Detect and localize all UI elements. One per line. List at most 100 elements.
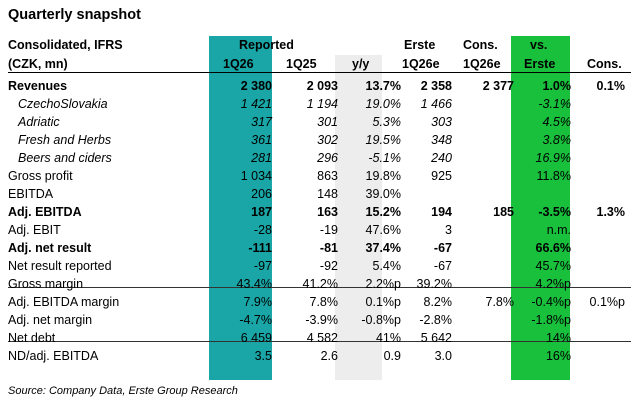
cell-vs-erste: 66.6% bbox=[535, 241, 571, 255]
cell-q125: 2.6 bbox=[320, 349, 338, 363]
cell-vs-erste: 16% bbox=[545, 349, 571, 363]
cell-q125: -3.9% bbox=[305, 313, 338, 327]
header-cons-1q26e: 1Q26e bbox=[463, 57, 501, 71]
cell-yy: 47.6% bbox=[365, 223, 401, 237]
cell-yy: 13.7% bbox=[365, 79, 401, 93]
row-label: Gross margin bbox=[8, 277, 84, 291]
cell-erste: 240 bbox=[431, 151, 452, 165]
cell-yy: 0.9 bbox=[383, 349, 401, 363]
cell-yy: 19.0% bbox=[365, 97, 401, 111]
cell-q126: -111 bbox=[248, 241, 272, 255]
cell-q125: 302 bbox=[317, 133, 338, 147]
header-reported: Reported bbox=[239, 38, 294, 52]
row-label: Net result reported bbox=[8, 259, 112, 273]
cell-yy: 15.2% bbox=[365, 205, 401, 219]
cell-cons bbox=[452, 257, 514, 275]
cell-yy: 41% bbox=[375, 331, 401, 345]
row-label: Adj. EBITDA margin bbox=[8, 295, 120, 309]
cell-q125: -81 bbox=[319, 241, 338, 255]
cell-erste: -67 bbox=[433, 241, 452, 255]
cell-erste: 8.2% bbox=[423, 295, 453, 309]
header-label-consolidated: Consolidated, IFRS bbox=[8, 38, 123, 52]
header-1q25: 1Q25 bbox=[286, 57, 317, 71]
row-label: Gross profit bbox=[8, 169, 73, 183]
cell-erste: -2.8% bbox=[419, 313, 452, 327]
cell-vs-cons bbox=[571, 329, 625, 347]
cell-vs-cons bbox=[571, 239, 625, 257]
table-row: Fresh and Herbs 361 302 19.5% 348 3.8% bbox=[8, 131, 625, 149]
section-divider-margins bbox=[8, 287, 631, 288]
cell-vs-cons bbox=[571, 113, 625, 131]
cell-yy: 19.5% bbox=[365, 133, 401, 147]
cell-q126: 187 bbox=[251, 205, 272, 219]
cell-cons bbox=[452, 221, 514, 239]
header-vs-cons: Cons. bbox=[587, 57, 622, 71]
cell-erste: 194 bbox=[431, 205, 452, 219]
cell-cons: 2 377 bbox=[482, 79, 514, 93]
cell-cons bbox=[452, 149, 514, 167]
cell-cons bbox=[452, 239, 514, 257]
cell-yy: 19.8% bbox=[365, 169, 401, 183]
section-divider-debt bbox=[8, 341, 631, 342]
header-vs-erste: Erste bbox=[524, 57, 556, 71]
table-row: Beers and ciders 281 296 -5.1% 240 16.9% bbox=[8, 149, 625, 167]
cell-cons bbox=[452, 275, 514, 293]
cell-q125: -92 bbox=[319, 259, 338, 273]
cell-erste bbox=[401, 185, 452, 203]
cell-cons bbox=[452, 167, 514, 185]
table-row: Gross margin 43.4% 41.2% 2.2%p 39.2% 4.2%p bbox=[8, 275, 625, 293]
row-label: Adj. EBITDA bbox=[8, 205, 82, 219]
cell-erste: 925 bbox=[431, 169, 452, 183]
cell-vs-cons bbox=[571, 221, 625, 239]
cell-q126: -4.7% bbox=[239, 313, 272, 327]
cell-q126: 206 bbox=[251, 187, 272, 201]
cell-erste: 5 642 bbox=[420, 331, 452, 345]
cell-yy: -0.8%p bbox=[361, 313, 401, 327]
cell-vs-cons: 0.1% bbox=[596, 79, 626, 93]
row-label: Revenues bbox=[8, 79, 68, 93]
cell-erste: 348 bbox=[431, 133, 452, 147]
cell-cons bbox=[452, 329, 514, 347]
row-label: Beers and ciders bbox=[18, 151, 112, 165]
table-row: Net result reported -97 -92 5.4% -67 45.7% bbox=[8, 257, 625, 275]
cell-q126: 7.9% bbox=[243, 295, 273, 309]
cell-vs-cons bbox=[571, 347, 625, 365]
cell-vs-erste: 1.0% bbox=[542, 79, 572, 93]
table-row: Net debt 6 459 4 582 41% 5 642 14% bbox=[8, 329, 625, 347]
table-row: Revenues 2 380 2 093 13.7% 2 358 2 377 1.0% 0.1… bbox=[8, 77, 625, 95]
row-label: Fresh and Herbs bbox=[18, 133, 112, 147]
cell-yy: 0.1%p bbox=[365, 295, 401, 309]
cell-q126: 317 bbox=[251, 115, 272, 129]
row-label: CzechoSlovakia bbox=[18, 97, 108, 111]
cell-vs-erste: 45.7% bbox=[535, 259, 571, 273]
table-row: Adj. EBITDA margin 7.9% 7.8% 0.1%p 8.2% 7.8% -… bbox=[8, 293, 625, 311]
cell-erste: 1 466 bbox=[420, 97, 452, 111]
table-row: ND/adj. EBITDA 3.5 2.6 0.9 3.0 16% bbox=[8, 347, 625, 365]
table-row: Adj. net result -111 -81 37.4% -67 66.6% bbox=[8, 239, 625, 257]
header-yy: y/y bbox=[352, 57, 370, 71]
source-note: Source: Company Data, Erste Group Resear… bbox=[8, 385, 238, 397]
cell-q126: 6 459 bbox=[240, 331, 272, 345]
cell-vs-cons: 0.1%p bbox=[589, 295, 625, 309]
cell-yy: 37.4% bbox=[365, 241, 401, 255]
cell-q125: 148 bbox=[317, 187, 338, 201]
header-1q26: 1Q26 bbox=[223, 57, 254, 71]
table-row: Gross profit 1 034 863 19.8% 925 11.8% bbox=[8, 167, 625, 185]
cell-vs-erste: 4.2%p bbox=[535, 277, 571, 291]
row-label: Adj. net margin bbox=[8, 313, 93, 327]
header-label-unit: (CZK, mn) bbox=[8, 57, 68, 71]
cell-erste: 3 bbox=[445, 223, 452, 237]
row-label: Net debt bbox=[8, 331, 56, 345]
cell-cons bbox=[452, 347, 514, 365]
cell-vs-cons bbox=[571, 311, 625, 329]
table-row: Adj. EBIT -28 -19 47.6% 3 n.m. bbox=[8, 221, 625, 239]
cell-q126: 281 bbox=[251, 151, 272, 165]
cell-cons: 7.8% bbox=[485, 295, 515, 309]
cell-vs-erste: n.m. bbox=[546, 223, 571, 237]
cell-q125: 2 093 bbox=[306, 79, 338, 93]
cell-cons bbox=[452, 185, 514, 203]
row-label: Adj. EBIT bbox=[8, 223, 61, 237]
cell-q126: -97 bbox=[253, 259, 272, 273]
cell-vs-erste: -3.1% bbox=[538, 97, 571, 111]
table-row: CzechoSlovakia 1 421 1 194 19.0% 1 466 -3.1% bbox=[8, 95, 625, 113]
